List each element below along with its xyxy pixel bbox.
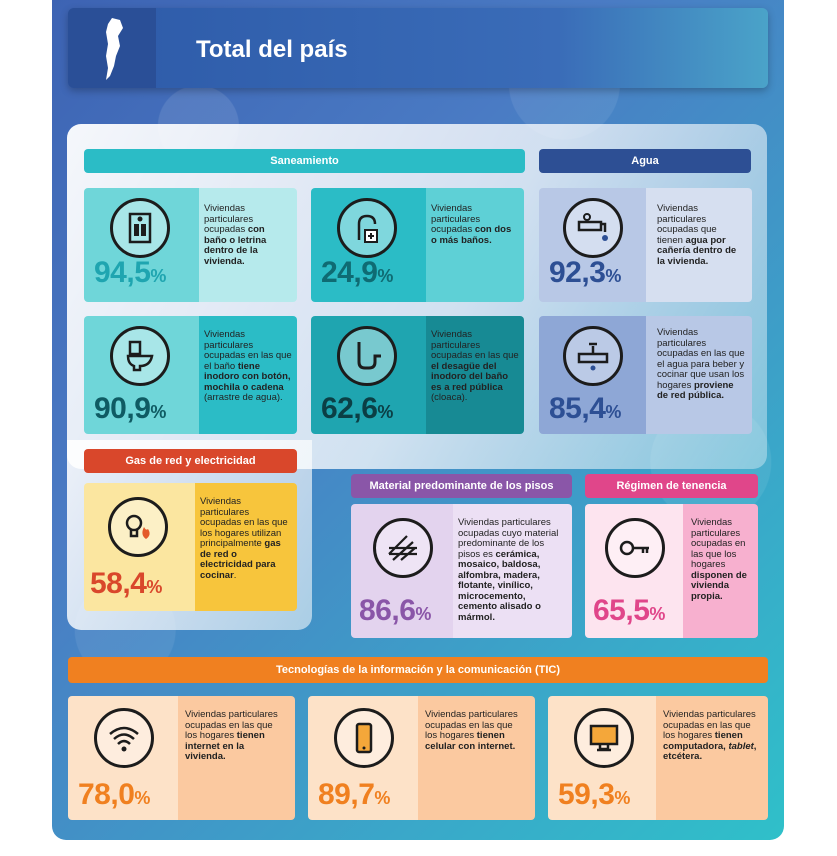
value-bano: 94,5 bbox=[94, 256, 151, 289]
card-celular: 89,7% Viviendas particulares ocupadas en… bbox=[308, 696, 535, 820]
section-tenencia: Régimen de tenencia bbox=[585, 474, 758, 498]
card-dos-banos: 24,9% Viviendas particulares ocupadas co… bbox=[311, 188, 524, 302]
value-celular: 89,7 bbox=[318, 778, 375, 811]
section-tic: Tecnologías de la información y la comun… bbox=[68, 657, 768, 683]
card-cloaca: 62,6% Viviendas particulares ocupadas en… bbox=[311, 316, 524, 434]
faucet-icon bbox=[563, 198, 623, 258]
card-computadora: 59,3% Viviendas particulares ocupadas en… bbox=[548, 696, 768, 820]
section-agua: Agua bbox=[539, 149, 751, 173]
card-inodoro: 90,9% Viviendas particulares ocupadas en… bbox=[84, 316, 297, 434]
pipe-icon bbox=[337, 326, 397, 386]
card-agua-caneria: 92,3% Viviendas particulares ocupadas qu… bbox=[539, 188, 752, 302]
card-agua-red: 85,4% Viviendas particulares ocupadas en… bbox=[539, 316, 752, 434]
page-title: Total del país bbox=[196, 36, 348, 63]
value-computadora: 59,3 bbox=[558, 778, 615, 811]
value-tenencia: 65,5 bbox=[593, 594, 650, 627]
card-bano: 94,5% Viviendas particulares ocupadas co… bbox=[84, 188, 297, 302]
wifi-icon bbox=[94, 708, 154, 768]
toilet-room-icon bbox=[110, 198, 170, 258]
value-cloaca: 62,6 bbox=[321, 392, 378, 425]
value-inodoro: 90,9 bbox=[94, 392, 151, 425]
bathroom-plus-icon bbox=[337, 198, 397, 258]
floor-icon bbox=[373, 518, 433, 578]
poster: Total del país Saneamiento Agua Gas de r… bbox=[52, 0, 784, 840]
value-agua-caneria: 92,3 bbox=[549, 256, 606, 289]
argentina-map-icon bbox=[68, 8, 156, 88]
section-pisos: Material predominante de los pisos bbox=[351, 474, 572, 498]
value-gas: 58,4 bbox=[90, 567, 147, 600]
card-internet: 78,0% Viviendas particulares ocupadas en… bbox=[68, 696, 295, 820]
bulb-flame-icon bbox=[108, 497, 168, 557]
value-dos-banos: 24,9 bbox=[321, 256, 378, 289]
value-internet: 78,0 bbox=[78, 778, 135, 811]
section-gas: Gas de red y electricidad bbox=[84, 449, 297, 473]
value-pisos: 86,6 bbox=[359, 594, 416, 627]
value-agua-red: 85,4 bbox=[549, 392, 606, 425]
card-pisos: 86,6% Viviendas particulares ocupadas cu… bbox=[351, 504, 572, 638]
toilet-icon bbox=[110, 326, 170, 386]
header-banner: Total del país bbox=[68, 8, 768, 88]
card-gas: 58,4% Viviendas particulares ocupadas en… bbox=[84, 483, 297, 611]
card-tenencia: 65,5% Viviendas particulares ocupadas en… bbox=[585, 504, 758, 638]
section-saneamiento: Saneamiento bbox=[84, 149, 525, 173]
water-network-icon bbox=[563, 326, 623, 386]
phone-icon bbox=[334, 708, 394, 768]
computer-icon bbox=[574, 708, 634, 768]
key-icon bbox=[605, 518, 665, 578]
